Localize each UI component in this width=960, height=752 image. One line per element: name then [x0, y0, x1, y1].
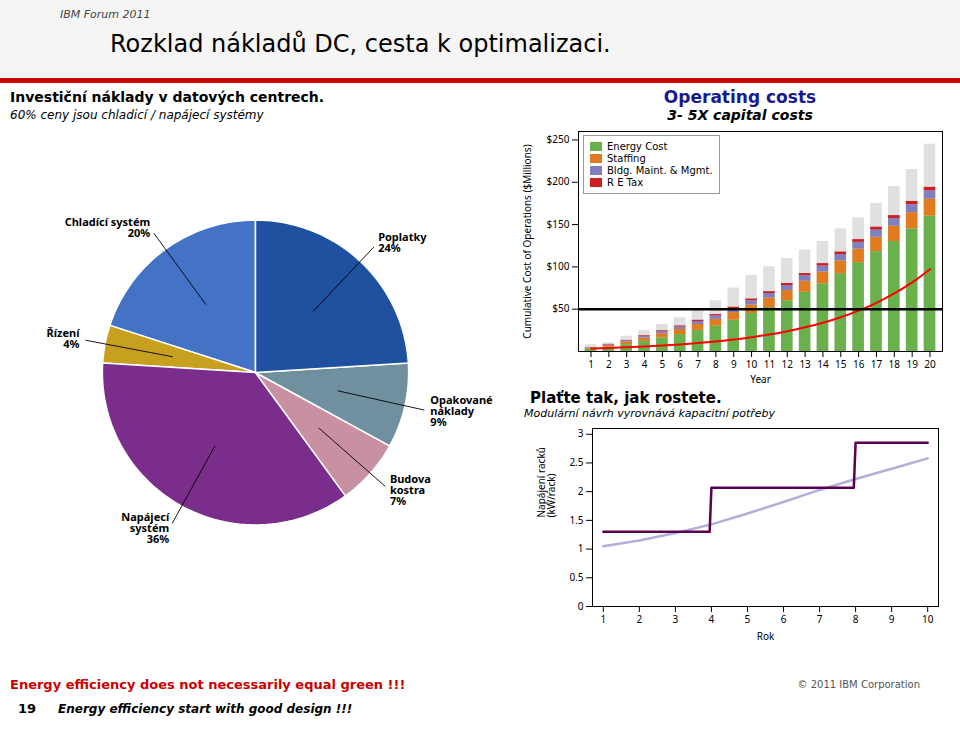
svg-text:Chladící systém20%: Chladící systém20% [65, 214, 151, 240]
html-text:3- 5X capital costs: 3- 5X capital costs [667, 107, 813, 123]
svg-text:7: 7 [695, 357, 701, 371]
svg-text:10: 10 [746, 357, 758, 371]
svg-text:9: 9 [731, 357, 737, 371]
svg-text:12: 12 [782, 357, 794, 371]
html-text:Bldg. Maint. & Mgmt.: Bldg. Maint. & Mgmt. [607, 165, 713, 176]
svg-text:17: 17 [871, 357, 883, 371]
html-text:Rozklad nákladů DC, cesta k op: Rozklad nákladů DC, cesta k optimalizaci… [110, 30, 611, 58]
svg-text:Řízení4%: Řízení4% [47, 325, 81, 351]
html-text:Energy efficiency does not nec: Energy efficiency does not necessarily e… [10, 677, 406, 692]
svg-text:$200: $200 [547, 174, 570, 188]
svg-text:Budovakostra7%: Budovakostra7% [390, 471, 431, 508]
svg-text:2.5: 2.5 [569, 455, 583, 469]
html-text:Staffing: Staffing [607, 153, 646, 164]
svg-text:3: 3 [578, 426, 584, 440]
html-text:Energy Cost: Energy Cost [607, 141, 668, 152]
svg-text:6: 6 [677, 357, 683, 371]
svg-text:5: 5 [745, 612, 751, 626]
svg-text:Cumulative Cost of Operations: Cumulative Cost of Operations ($Millions… [520, 144, 534, 338]
svg-text:20: 20 [924, 357, 936, 371]
svg-text:11: 11 [764, 357, 775, 371]
svg-text:4: 4 [709, 612, 715, 626]
html-text:Operating costs: Operating costs [663, 87, 817, 107]
svg-text:6: 6 [781, 612, 787, 626]
svg-text:Opakovanénáklady9%: Opakovanénáklady9% [430, 392, 493, 429]
html-text:© 2011 IBM Corporation: © 2011 IBM Corporation [797, 679, 920, 690]
svg-text:7: 7 [817, 612, 823, 626]
svg-text:19: 19 [906, 357, 918, 371]
html-text:IBM Forum 2011: IBM Forum 2011 [60, 8, 151, 21]
svg-text:Napájení racků(kW/rack): Napájení racků(kW/rack) [534, 447, 558, 517]
svg-text:Year: Year [750, 372, 771, 386]
svg-text:8: 8 [853, 612, 859, 626]
svg-text:9: 9 [889, 612, 895, 626]
svg-text:1.5: 1.5 [569, 513, 583, 527]
svg-text:4: 4 [642, 357, 648, 371]
svg-text:Rok: Rok [757, 629, 775, 643]
html-text:Plaťte tak, jak rostete.: Plaťte tak, jak rostete. [530, 389, 722, 407]
svg-text:Poplatky24%: Poplatky24% [378, 229, 427, 255]
html-text:R E Tax: R E Tax [607, 177, 644, 188]
svg-text:5: 5 [659, 357, 665, 371]
svg-text:14: 14 [817, 357, 829, 371]
svg-text:3: 3 [673, 612, 679, 626]
html-text:Modulární návrh vyrovnává kapa: Modulární návrh vyrovnává kapacitní potř… [524, 407, 776, 420]
svg-text:18: 18 [889, 357, 901, 371]
svg-text:15: 15 [835, 357, 847, 371]
svg-text:$250: $250 [547, 132, 570, 146]
svg-text:10: 10 [922, 612, 934, 626]
svg-text:2: 2 [578, 484, 584, 498]
svg-text:Napájecísystém36%: Napájecísystém36% [121, 509, 170, 546]
svg-text:3: 3 [624, 357, 630, 371]
html-text:Energy efficiency start with g: Energy efficiency start with good design… [58, 702, 353, 716]
svg-text:0: 0 [578, 599, 584, 613]
svg-text:$150: $150 [547, 217, 570, 231]
svg-text:16: 16 [853, 357, 865, 371]
svg-text:8: 8 [713, 357, 719, 371]
html-text:19: 19 [18, 701, 37, 716]
svg-text:1: 1 [578, 541, 584, 555]
svg-text:2: 2 [636, 612, 642, 626]
svg-text:1: 1 [588, 357, 594, 371]
html-text:60% ceny jsou chladicí / napáj: 60% ceny jsou chladicí / napájecí systém… [10, 108, 264, 122]
html-text:Investiční náklady v datových: Investiční náklady v datových centrech. [10, 89, 325, 105]
svg-text:2: 2 [606, 357, 612, 371]
svg-text:0.5: 0.5 [569, 570, 583, 584]
svg-text:$100: $100 [547, 259, 570, 273]
svg-text:$50: $50 [552, 301, 569, 315]
svg-text:13: 13 [799, 357, 811, 371]
svg-text:1: 1 [600, 612, 606, 626]
